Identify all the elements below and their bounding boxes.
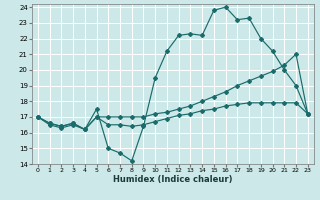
- X-axis label: Humidex (Indice chaleur): Humidex (Indice chaleur): [113, 175, 233, 184]
